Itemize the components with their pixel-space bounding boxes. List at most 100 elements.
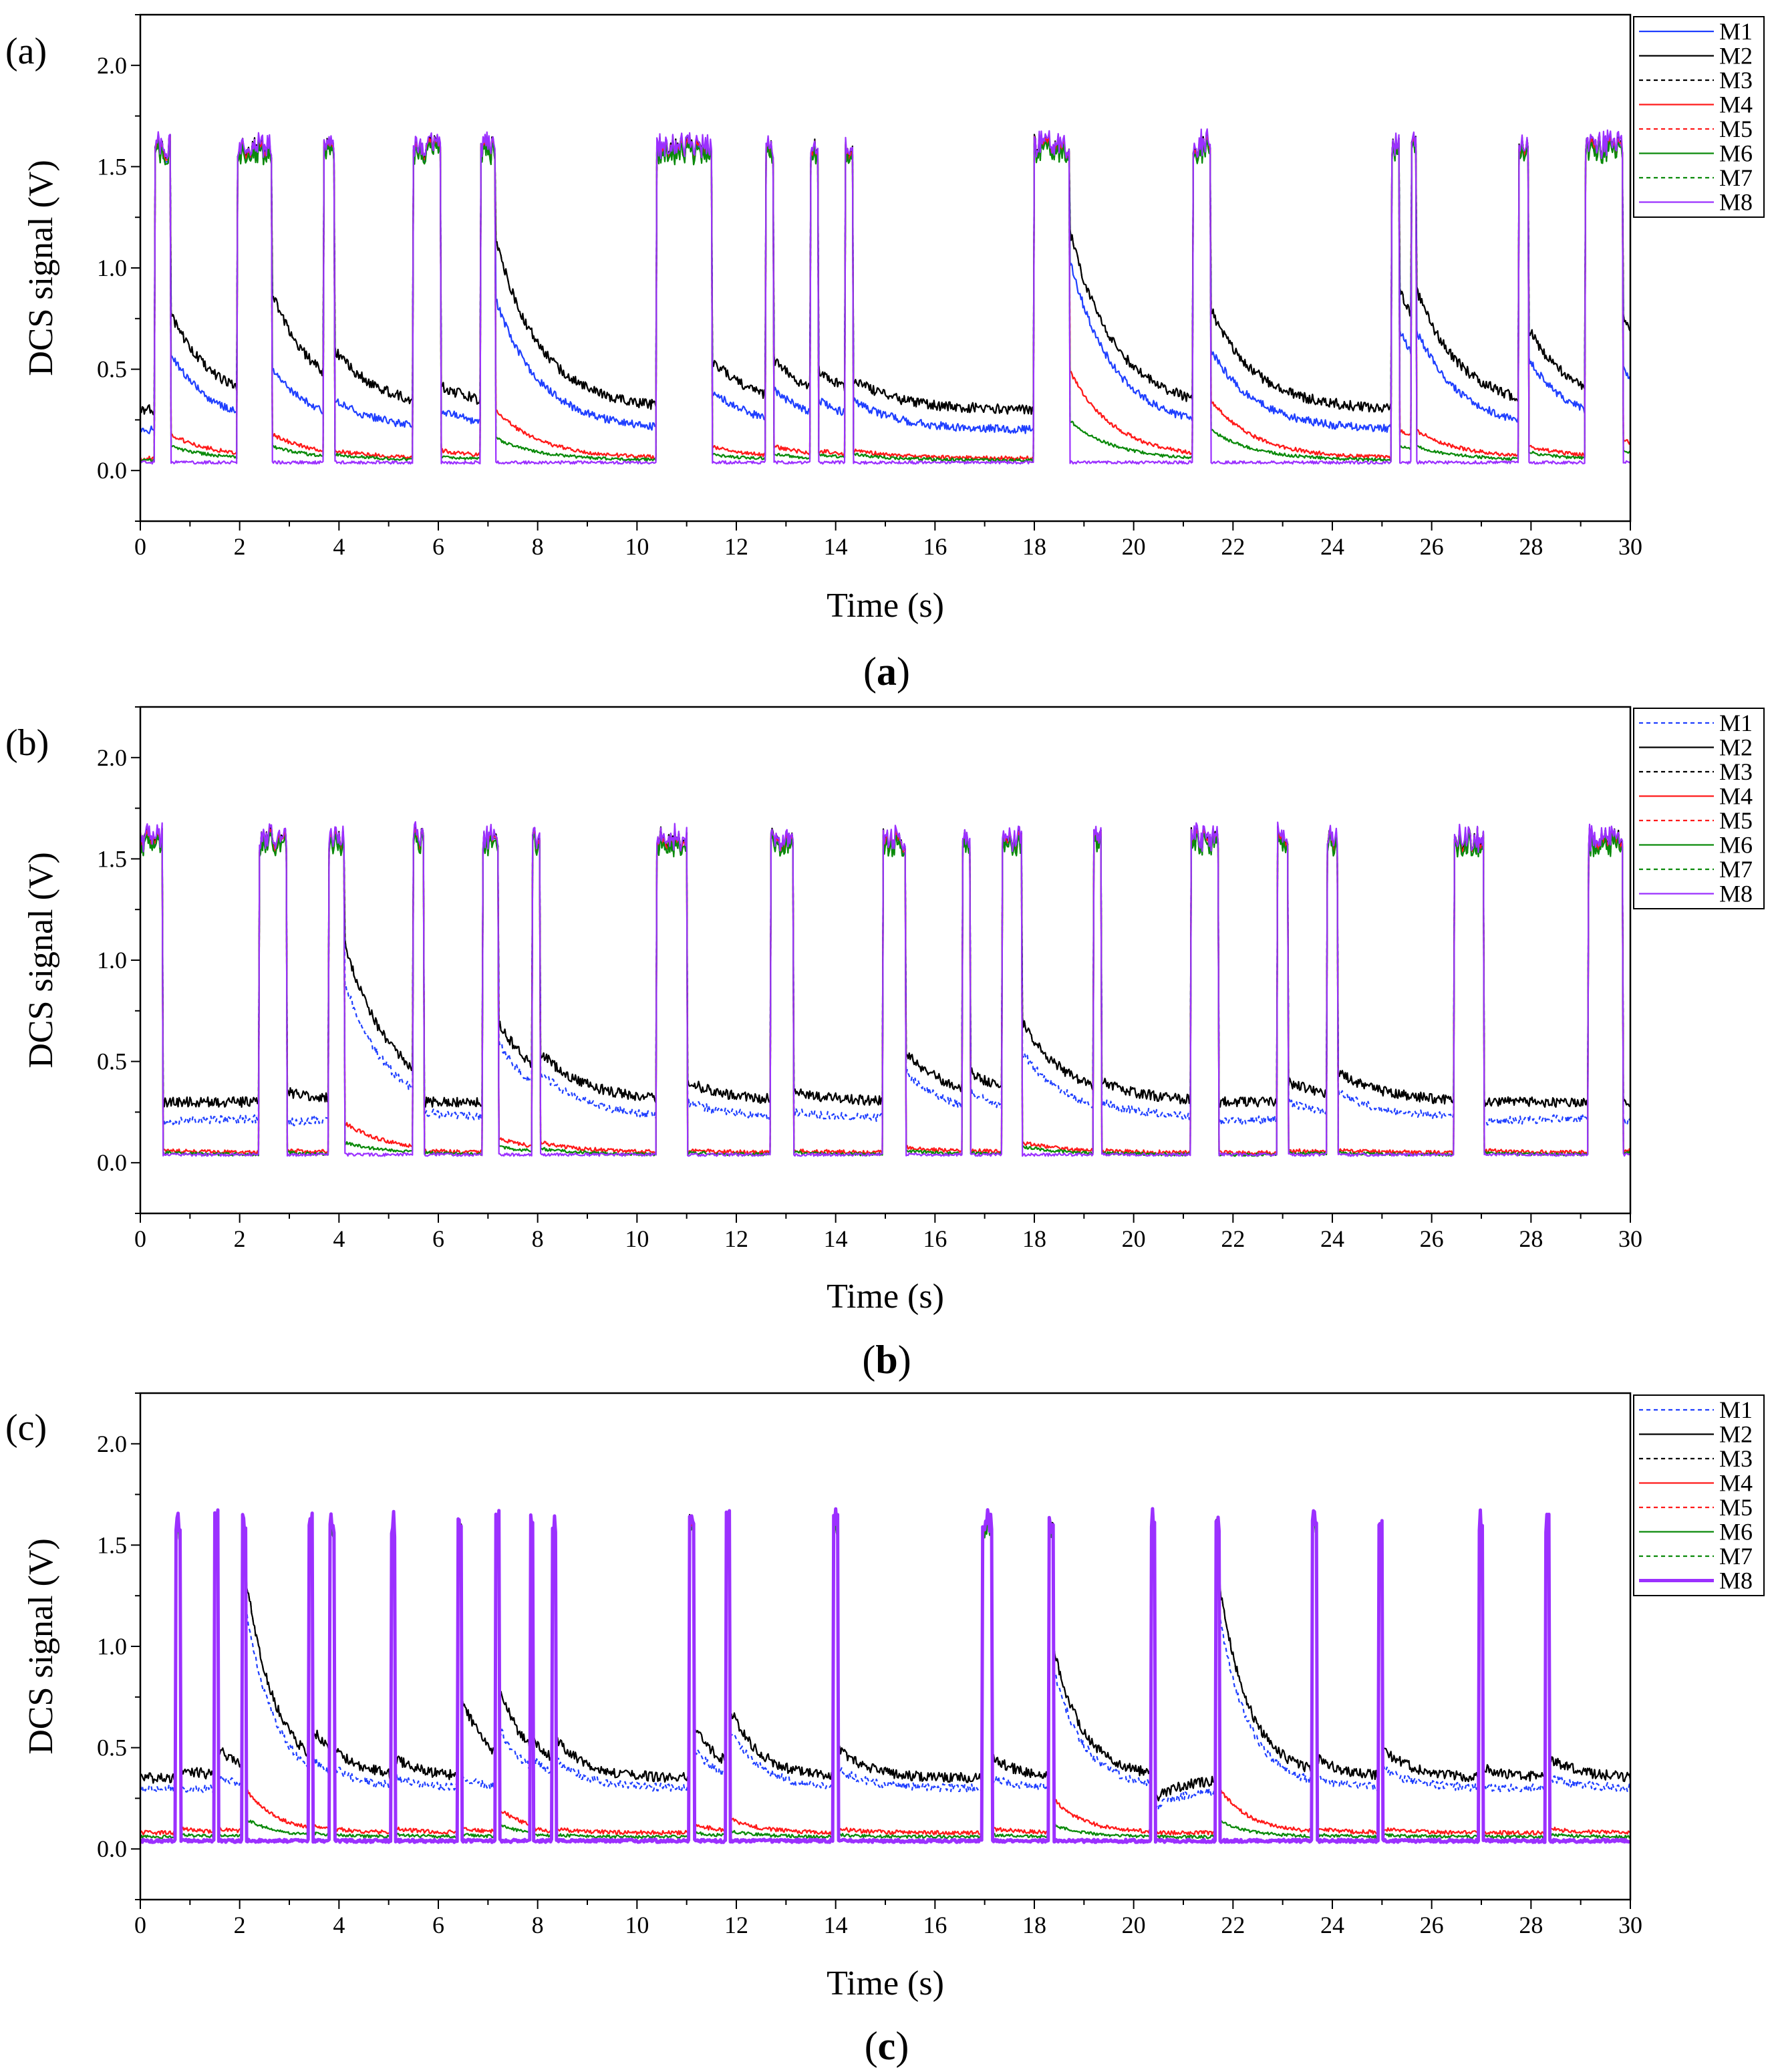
y-tick-label: 0.5 bbox=[97, 1735, 127, 1761]
plot-frame-b bbox=[139, 706, 1632, 1215]
series-m7-line bbox=[141, 832, 1630, 1157]
series-m4-line bbox=[141, 828, 1630, 1156]
x-tick-label: 24 bbox=[1320, 1225, 1344, 1252]
series-m8-line bbox=[141, 128, 1630, 465]
x-tick-label: 6 bbox=[432, 533, 444, 560]
x-tick-label: 14 bbox=[824, 533, 848, 560]
panel-label-b: (b) bbox=[5, 722, 49, 764]
series-m5-line bbox=[141, 828, 1630, 1156]
legend-label-m5: M5 bbox=[1719, 807, 1753, 834]
panel-c: 0 2 4 6 8 10 12 14 16 18 20 22 24 26 28 300.00.51.01.52… bbox=[5, 1392, 1765, 2068]
plot-lines-b bbox=[141, 821, 1630, 1157]
x-tick-label: 0 bbox=[134, 533, 146, 560]
x-tick-label: 2 bbox=[234, 533, 246, 560]
plot-lines-a bbox=[141, 128, 1630, 465]
panel-label-c: (c) bbox=[5, 1407, 47, 1449]
x-tick-label: 30 bbox=[1618, 1225, 1642, 1252]
x-tick-label: 16 bbox=[923, 1225, 947, 1252]
x-tick-label: 6 bbox=[432, 1225, 444, 1252]
ylabel-b: DCS signal (V) bbox=[22, 852, 60, 1068]
x-tick-label: 16 bbox=[923, 1912, 947, 1938]
series-m4-line bbox=[141, 1514, 1630, 1836]
y-tick-label: 1.5 bbox=[97, 1531, 127, 1558]
legend-label-m3: M3 bbox=[1719, 67, 1753, 94]
x-tick-label: 22 bbox=[1221, 533, 1245, 560]
y-tick-label: 0.5 bbox=[97, 1048, 127, 1075]
series-m2-line bbox=[141, 133, 1630, 416]
x-tick-label: 18 bbox=[1022, 533, 1046, 560]
x-tick-label: 24 bbox=[1320, 533, 1344, 560]
x-tick-label: 26 bbox=[1420, 533, 1444, 560]
legend-label-m7: M7 bbox=[1719, 1543, 1753, 1570]
x-tick-label: 26 bbox=[1420, 1912, 1444, 1938]
x-tick-label: 8 bbox=[532, 533, 544, 560]
legend-label-m3: M3 bbox=[1719, 758, 1753, 785]
x-tick-label: 16 bbox=[923, 533, 947, 560]
plot-lines-c bbox=[141, 1507, 1630, 1844]
x-tick-label: 2 bbox=[234, 1225, 246, 1252]
series-m3-line bbox=[141, 1512, 1630, 1801]
x-tick-label: 22 bbox=[1221, 1225, 1245, 1252]
legend-label-m2: M2 bbox=[1719, 734, 1753, 761]
y-tick-label: 0.0 bbox=[97, 1835, 127, 1862]
legend-label-m8: M8 bbox=[1719, 881, 1753, 907]
legend-label-m4: M4 bbox=[1719, 1470, 1753, 1497]
x-tick-label: 28 bbox=[1519, 1912, 1543, 1938]
x-tick-label: 28 bbox=[1519, 533, 1543, 560]
x-tick-label: 18 bbox=[1022, 1912, 1046, 1938]
ylabel-a: DCS signal (V) bbox=[22, 160, 60, 376]
x-tick-label: 12 bbox=[724, 1225, 748, 1252]
ylabel-c: DCS signal (V) bbox=[22, 1538, 60, 1755]
x-tick-label: 4 bbox=[333, 533, 345, 560]
x-tick-label: 24 bbox=[1320, 1912, 1344, 1938]
plot-frame-c bbox=[139, 1392, 1632, 1901]
panel-a: 0 2 4 6 8 10 12 14 16 18 20 22 24 26 28 300.00.51.01.52… bbox=[5, 13, 1765, 694]
xlabel-b: Time (s) bbox=[827, 1278, 944, 1316]
legend-label-m3: M3 bbox=[1719, 1445, 1753, 1472]
legend-label-m6: M6 bbox=[1719, 140, 1753, 167]
y-tick-label: 1.0 bbox=[97, 1633, 127, 1660]
caption-b: (b) bbox=[862, 1338, 911, 1382]
series-m5-line bbox=[141, 1514, 1630, 1836]
legend-label-m1: M1 bbox=[1719, 710, 1753, 736]
x-tick-label: 0 bbox=[134, 1912, 146, 1938]
series-m3-line bbox=[141, 826, 1630, 1108]
xlabel-c: Time (s) bbox=[827, 1964, 944, 2003]
x-tick-label: 14 bbox=[824, 1225, 848, 1252]
series-m1-line bbox=[141, 137, 1630, 434]
series-m7-line bbox=[141, 139, 1630, 463]
y-tick-label: 0.0 bbox=[97, 1149, 127, 1176]
x-tick-label: 20 bbox=[1122, 1225, 1146, 1252]
series-m7-line bbox=[141, 1518, 1630, 1839]
legend-label-m8: M8 bbox=[1719, 189, 1753, 216]
x-tick-label: 14 bbox=[824, 1912, 848, 1938]
x-tick-label: 12 bbox=[724, 533, 748, 560]
x-tick-label: 0 bbox=[134, 1225, 146, 1252]
x-tick-label: 10 bbox=[625, 533, 649, 560]
legend-label-m2: M2 bbox=[1719, 1421, 1753, 1448]
x-tick-label: 8 bbox=[532, 1912, 544, 1938]
series-m8-line bbox=[141, 821, 1630, 1157]
x-tick-label: 4 bbox=[333, 1225, 345, 1252]
series-m1-line bbox=[141, 1516, 1630, 1812]
y-tick-label: 1.0 bbox=[97, 255, 127, 281]
legend-label-m2: M2 bbox=[1719, 43, 1753, 69]
legend-label-m6: M6 bbox=[1719, 832, 1753, 859]
series-m1-line bbox=[141, 830, 1630, 1127]
series-m2-line bbox=[141, 826, 1630, 1108]
caption-a: (a) bbox=[863, 649, 910, 694]
caption-c: (c) bbox=[865, 2024, 909, 2068]
legend-label-m7: M7 bbox=[1719, 856, 1753, 883]
series-m3-line bbox=[141, 133, 1630, 416]
legend-label-m1: M1 bbox=[1719, 18, 1753, 45]
xlabel-a: Time (s) bbox=[827, 587, 944, 625]
x-tick-label: 30 bbox=[1618, 1912, 1642, 1938]
legend-label-m8: M8 bbox=[1719, 1568, 1753, 1594]
x-tick-label: 26 bbox=[1420, 1225, 1444, 1252]
x-tick-label: 18 bbox=[1022, 1225, 1046, 1252]
x-tick-label: 30 bbox=[1618, 533, 1642, 560]
